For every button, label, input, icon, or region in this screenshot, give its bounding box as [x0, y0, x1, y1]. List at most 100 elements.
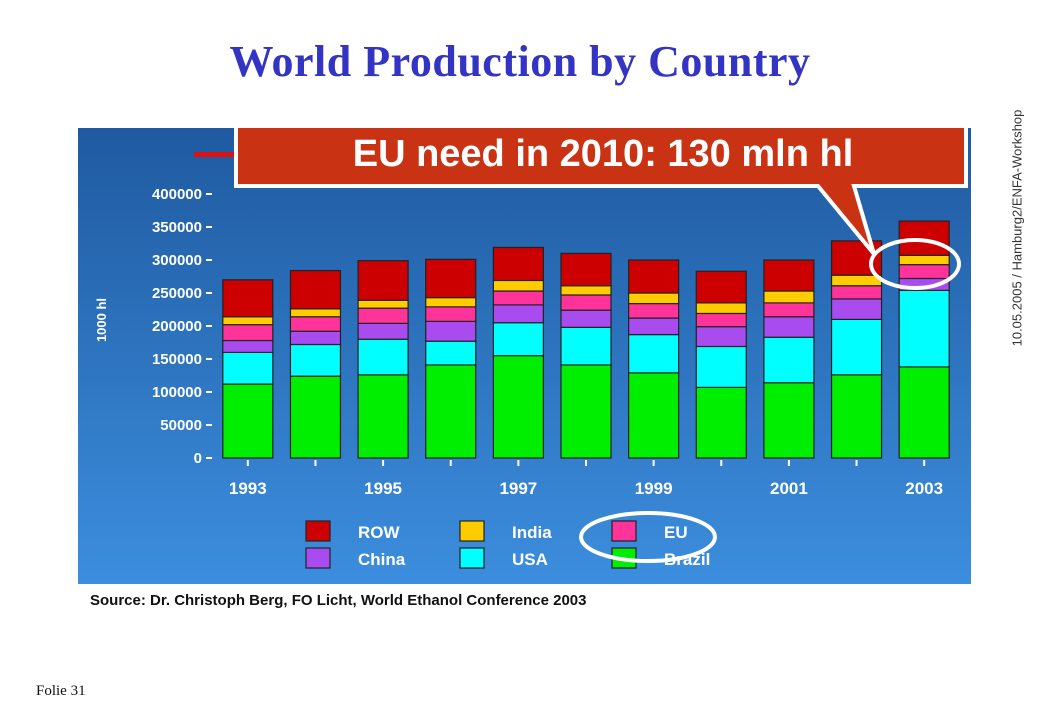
y-tick-label: 100000	[152, 384, 202, 401]
bar-segment-brazil-1993	[222, 383, 274, 459]
stacked-bar-chart: 0 50000 100000 150000 200000 250000 300000 3500…	[78, 128, 971, 584]
bar-segment-row-2001	[763, 259, 815, 292]
y-tick-label: 350000	[152, 219, 202, 236]
bar-segment-eu-1994	[289, 316, 342, 332]
bar-segment-usa-1993	[222, 351, 274, 385]
bar-segment-brazil-2002	[830, 374, 883, 459]
bar-segment-row-2003	[898, 220, 950, 256]
bar-segment-usa-1994	[289, 343, 342, 377]
bar-segment-usa-1995	[357, 338, 409, 376]
y-tick-label: 400000	[152, 186, 202, 203]
x-tick-label: 1999	[635, 479, 673, 498]
legend-swatch-row	[305, 520, 331, 542]
bar-segment-usa-2002	[830, 318, 883, 376]
bar-segment-china-1993	[222, 339, 274, 354]
bar-segment-china-1998	[560, 309, 612, 328]
legend-label-india: India	[512, 523, 552, 542]
y-tick-label: 200000	[152, 318, 202, 335]
bar-segment-row-1993	[222, 279, 274, 318]
legend-swatch-eu	[611, 520, 637, 542]
bar-segment-brazil-1994	[289, 375, 342, 459]
y-axis-label: 1000 hl	[94, 298, 109, 342]
legend-label-row: ROW	[358, 523, 401, 542]
bar-segment-india-2003	[898, 254, 950, 266]
bar-segment-india-1994	[289, 308, 342, 318]
y-tick-label: 50000	[160, 417, 202, 434]
bar-segment-brazil-2001	[763, 382, 815, 459]
chart-container: 0 50000 100000 150000 200000 250000 300000 3500…	[78, 128, 971, 584]
bar-segment-china-1997	[492, 304, 544, 324]
legend-swatch-india	[459, 520, 485, 542]
bar-segment-eu-2001	[763, 302, 815, 318]
bar-segment-brazil-2003	[898, 366, 950, 459]
bar-segment-brazil-2000	[695, 386, 747, 459]
bar-segment-china-1995	[357, 322, 409, 340]
bar-segment-usa-1999	[628, 333, 680, 374]
x-tick-label: 1997	[499, 479, 537, 498]
bar-segment-india-1996	[425, 297, 477, 308]
bar-segment-row-1995	[357, 260, 409, 301]
y-tick-label: 250000	[152, 285, 202, 302]
bar-segment-brazil-1995	[357, 374, 409, 459]
bar-segment-brazil-1996	[425, 364, 477, 459]
bar-segment-eu-2003	[898, 264, 950, 280]
bar-segment-eu-1996	[425, 306, 477, 322]
bar-segment-usa-1996	[425, 340, 477, 366]
bar-segment-india-1995	[357, 299, 409, 309]
bar-segment-eu-2000	[695, 312, 747, 328]
bar-segment-china-2000	[695, 326, 747, 348]
bar-segment-brazil-1997	[492, 355, 544, 459]
bar-segment-china-1994	[289, 330, 342, 346]
bar-segment-row-2000	[695, 270, 747, 304]
bar-segment-india-1998	[560, 285, 612, 296]
bar-segment-usa-1997	[492, 322, 544, 357]
bar-segment-china-1996	[425, 320, 477, 342]
source-note: Source: Dr. Christoph Berg, FO Licht, Wo…	[90, 592, 587, 609]
bar-segment-india-1997	[492, 279, 544, 292]
y-tick-label: 150000	[152, 351, 202, 368]
x-tick-label: 2001	[770, 479, 808, 498]
bar-segment-india-2000	[695, 302, 747, 315]
bar-segment-china-2001	[763, 316, 815, 338]
bar-segment-india-2001	[763, 290, 815, 304]
slide-number: Folie 31	[36, 683, 86, 699]
bar-segment-usa-2003	[898, 289, 950, 368]
legend-label-china: China	[358, 550, 406, 569]
legend-swatch-usa	[459, 547, 485, 569]
bar-segment-eu-1999	[628, 302, 680, 319]
bar-segment-row-1994	[289, 269, 342, 310]
callout-box	[234, 128, 968, 256]
bar-segment-india-2002	[830, 274, 883, 287]
bar-segment-brazil-1999	[628, 372, 680, 459]
bar-segment-usa-2001	[763, 336, 815, 384]
x-tick-label: 2003	[905, 479, 943, 498]
red-dash	[194, 152, 244, 157]
x-tick-label: 1995	[364, 479, 402, 498]
bar-segment-row-1997	[492, 246, 544, 282]
legend-label-usa: USA	[512, 550, 548, 569]
bar-segment-eu-1997	[492, 290, 544, 306]
y-tick-label: 300000	[152, 252, 202, 269]
bar-segment-eu-2002	[830, 285, 883, 300]
legend-label-eu: EU	[664, 523, 688, 542]
x-tick-label: 1993	[229, 479, 267, 498]
bar-segment-eu-1998	[560, 294, 612, 311]
bar-segment-row-1999	[628, 259, 680, 294]
callout-text: EU need in 2010: 130 mln hl	[352, 132, 854, 175]
slide-title: World Production by Country	[229, 37, 811, 86]
bar-segment-usa-1998	[560, 326, 612, 366]
y-tick-label: 0	[194, 450, 202, 467]
bar-segment-row-1998	[560, 252, 612, 287]
bar-segment-eu-1993	[222, 324, 274, 342]
legend-swatch-china	[305, 547, 331, 569]
bar-segment-row-1996	[425, 258, 477, 299]
bar-segment-china-1999	[628, 317, 680, 336]
bar-segment-india-1999	[628, 292, 680, 305]
side-caption: 10.05.2005 / Hamburg2/ENFA-Workshop	[1009, 109, 1025, 347]
highlight-legend-eu	[579, 511, 717, 563]
bar-segment-brazil-1998	[560, 364, 612, 459]
bar-segment-india-1993	[222, 316, 274, 326]
bar-segment-eu-1995	[357, 307, 409, 324]
bar-segment-china-2002	[830, 298, 883, 321]
bar-segment-usa-2000	[695, 345, 747, 388]
